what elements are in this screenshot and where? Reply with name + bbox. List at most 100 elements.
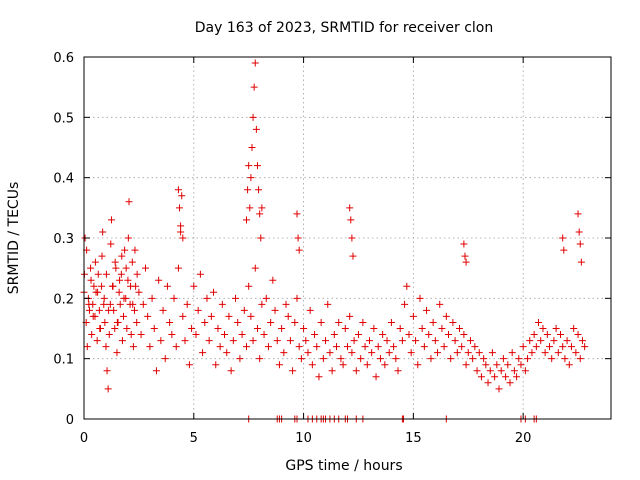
data-point	[104, 385, 112, 393]
data-point	[365, 337, 373, 345]
data-points	[80, 59, 589, 423]
data-point	[242, 343, 250, 351]
data-point	[118, 337, 126, 345]
x-axis-label: GPS time / hours	[285, 458, 402, 474]
data-point	[347, 216, 355, 224]
data-point	[253, 325, 261, 332]
data-point	[282, 300, 290, 308]
y-axis-label: SRMTID / TECUs	[6, 182, 22, 295]
data-point	[576, 355, 584, 363]
data-point	[177, 228, 185, 236]
data-point	[567, 343, 575, 351]
data-point	[262, 294, 270, 302]
data-point	[214, 325, 222, 332]
data-point	[484, 379, 492, 387]
data-point	[398, 337, 406, 345]
data-point	[102, 343, 110, 351]
data-point	[409, 312, 417, 320]
data-point	[348, 234, 356, 242]
data-point	[394, 367, 402, 375]
data-point	[519, 343, 527, 351]
data-point	[462, 258, 470, 266]
data-point	[248, 144, 256, 151]
data-point	[128, 258, 136, 266]
data-point	[451, 337, 459, 345]
data-point	[93, 337, 101, 345]
data-point	[116, 300, 124, 308]
data-point	[207, 312, 215, 320]
data-point	[117, 270, 125, 278]
data-point	[242, 216, 250, 224]
data-point	[289, 367, 297, 375]
data-point	[148, 294, 156, 302]
data-point	[322, 337, 330, 345]
data-point	[280, 349, 288, 357]
data-point	[174, 264, 182, 272]
data-point	[131, 306, 139, 314]
data-point	[177, 222, 185, 230]
data-point	[447, 355, 455, 363]
data-point	[379, 331, 387, 339]
data-point	[460, 331, 468, 339]
data-point	[102, 270, 110, 278]
data-point	[256, 355, 264, 363]
data-point	[442, 312, 450, 320]
data-point	[548, 355, 556, 363]
data-point	[455, 325, 463, 332]
data-point	[179, 234, 187, 242]
data-point	[225, 312, 233, 320]
data-point	[205, 337, 213, 345]
data-point	[96, 325, 104, 332]
data-point	[508, 349, 516, 357]
data-point	[139, 300, 147, 308]
data-point	[232, 294, 240, 302]
data-point	[260, 331, 268, 339]
data-point	[429, 318, 437, 326]
data-point	[491, 373, 499, 381]
data-point	[105, 331, 113, 339]
data-point	[313, 343, 321, 351]
data-point	[125, 198, 133, 206]
data-point	[181, 337, 189, 345]
data-point	[111, 325, 119, 332]
data-point	[319, 355, 327, 363]
data-point	[326, 349, 334, 357]
data-point	[106, 300, 114, 308]
data-point	[218, 300, 226, 308]
data-point	[236, 355, 244, 363]
data-point	[407, 349, 415, 357]
data-point	[346, 204, 354, 212]
data-point	[350, 337, 358, 345]
data-point	[257, 234, 265, 242]
data-point	[469, 355, 477, 363]
data-point	[495, 385, 503, 393]
data-point	[210, 288, 218, 296]
plot-frame	[83, 56, 612, 420]
data-point	[524, 355, 532, 363]
data-point	[199, 349, 207, 357]
data-point	[227, 367, 235, 375]
data-point	[286, 337, 294, 345]
data-point	[488, 349, 496, 357]
data-point	[137, 331, 145, 339]
data-point	[85, 300, 93, 308]
data-point	[121, 246, 129, 254]
data-point	[255, 186, 263, 194]
data-point	[477, 373, 485, 381]
data-point	[100, 294, 108, 302]
data-point	[203, 294, 211, 302]
data-point	[339, 361, 347, 369]
data-point	[273, 337, 281, 345]
data-point	[418, 325, 426, 332]
data-point	[251, 264, 259, 272]
data-point	[575, 228, 583, 236]
data-point	[244, 186, 252, 194]
data-point	[240, 306, 248, 314]
data-point	[115, 288, 123, 296]
data-point	[95, 306, 103, 314]
data-point	[201, 318, 209, 326]
x-tick-label: 10	[295, 431, 312, 446]
data-point	[98, 282, 106, 290]
data-point	[315, 373, 323, 381]
data-point	[176, 204, 184, 212]
